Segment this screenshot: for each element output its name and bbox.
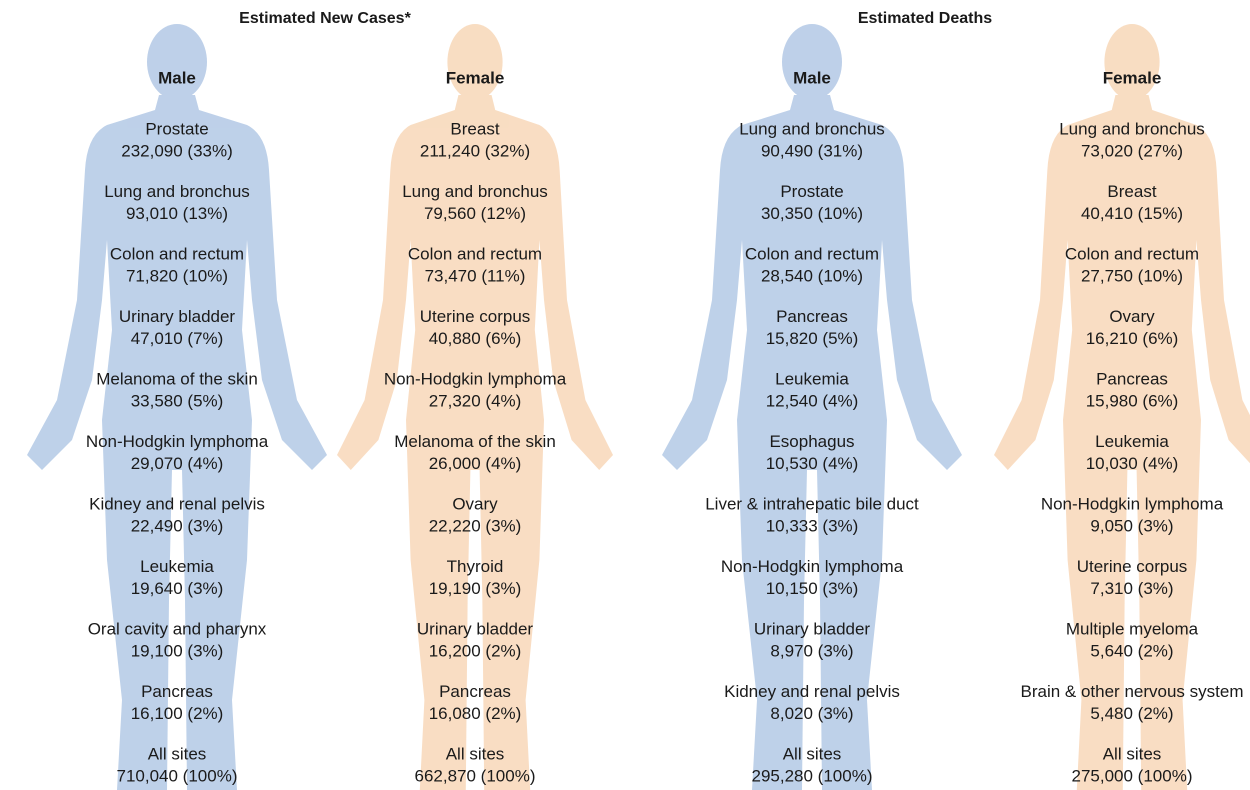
case-count: 10,030 (4%) [1086,454,1179,473]
case-count: 19,190 (3%) [429,579,522,598]
cancer-site: Breast [450,119,499,138]
case-count: 275,000 (100%) [1072,766,1193,785]
case-count: 19,100 (3%) [131,641,224,660]
cancer-site: Pancreas [776,307,848,326]
case-count: 47,010 (7%) [131,329,224,348]
cancer-site: Esophagus [769,432,854,451]
case-count: 30,350 (10%) [761,204,863,223]
cancer-site: All sites [446,744,505,763]
cancer-site: Pancreas [1096,369,1168,388]
case-count: 5,480 (2%) [1090,704,1173,723]
section-title: Estimated New Cases* [239,10,411,27]
cancer-site: Melanoma of the skin [96,369,258,388]
cancer-site: Breast [1107,182,1156,201]
cancer-site: All sites [783,744,842,763]
cancer-site: Ovary [452,494,498,513]
cancer-site: Urinary bladder [417,619,534,638]
case-count: 19,640 (3%) [131,579,224,598]
cancer-site: Colon and rectum [110,244,244,263]
case-count: 15,980 (6%) [1086,391,1179,410]
case-count: 79,560 (12%) [424,204,526,223]
cancer-site: Brain & other nervous system [1021,682,1244,701]
cancer-site: Kidney and renal pelvis [89,494,265,513]
case-count: 22,490 (3%) [131,516,224,535]
case-count: 5,640 (2%) [1090,641,1173,660]
cancer-site: Leukemia [140,557,214,576]
case-count: 90,490 (31%) [761,141,863,160]
cancer-site: Ovary [1109,307,1155,326]
case-count: 10,150 (3%) [766,579,859,598]
case-count: 73,020 (27%) [1081,141,1183,160]
case-count: 28,540 (10%) [761,266,863,285]
cancer-site: Kidney and renal pelvis [724,682,900,701]
cancer-site: Urinary bladder [754,619,871,638]
case-count: 73,470 (11%) [425,266,526,285]
cancer-site: Non-Hodgkin lymphoma [721,557,904,576]
cancer-site: Non-Hodgkin lymphoma [86,432,269,451]
case-count: 93,010 (13%) [126,204,228,223]
cancer-site: Colon and rectum [1065,244,1199,263]
cancer-site: Colon and rectum [408,244,542,263]
case-count: 16,200 (2%) [429,641,522,660]
case-count: 12,540 (4%) [766,391,859,410]
column-heading: Male [158,68,196,87]
cancer-site: Pancreas [141,682,213,701]
case-count: 10,333 (3%) [766,516,859,535]
cancer-site: Multiple myeloma [1066,619,1199,638]
case-count: 27,750 (10%) [1081,266,1183,285]
case-count: 295,280 (100%) [752,766,873,785]
case-count: 662,870 (100%) [415,766,536,785]
case-count: 27,320 (4%) [429,391,522,410]
case-count: 26,000 (4%) [429,454,522,473]
cancer-site: Colon and rectum [745,244,879,263]
case-count: 8,020 (3%) [770,704,853,723]
cancer-site: Melanoma of the skin [394,432,556,451]
case-count: 40,880 (6%) [429,329,522,348]
cancer-site: Lung and bronchus [739,119,885,138]
cancer-site: Lung and bronchus [104,182,250,201]
cancer-site: Pancreas [439,682,511,701]
cancer-site: Uterine corpus [1077,557,1188,576]
column-heading: Male [793,68,831,87]
section-title: Estimated Deaths [858,10,992,27]
case-count: 211,240 (32%) [420,141,530,160]
cancer-site: Lung and bronchus [402,182,548,201]
cancer-site: Non-Hodgkin lymphoma [1041,494,1224,513]
case-count: 15,820 (5%) [766,329,859,348]
case-count: 7,310 (3%) [1090,579,1173,598]
cancer-site: Leukemia [1095,432,1169,451]
case-count: 16,210 (6%) [1086,329,1179,348]
cancer-site: Leukemia [775,369,849,388]
cancer-site: Urinary bladder [119,307,236,326]
cancer-site: Prostate [780,182,843,201]
case-count: 40,410 (15%) [1081,204,1183,223]
cancer-site: Prostate [145,119,208,138]
case-count: 10,530 (4%) [766,454,859,473]
cancer-site: All sites [1103,744,1162,763]
column-heading: Female [446,68,505,87]
cancer-site: Uterine corpus [420,307,531,326]
case-count: 29,070 (4%) [131,454,224,473]
case-count: 232,090 (33%) [121,141,233,160]
cancer-site: Liver & intrahepatic bile duct [705,494,919,513]
case-count: 22,220 (3%) [429,516,522,535]
case-count: 8,970 (3%) [770,641,853,660]
cancer-site: Oral cavity and pharynx [88,619,267,638]
cancer-site: Non-Hodgkin lymphoma [384,369,567,388]
case-count: 71,820 (10%) [126,266,228,285]
case-count: 16,080 (2%) [429,704,522,723]
column-heading: Female [1103,68,1162,87]
case-count: 9,050 (3%) [1090,516,1173,535]
cancer-site: Lung and bronchus [1059,119,1205,138]
cancer-site: Thyroid [447,557,504,576]
case-count: 33,580 (5%) [131,391,224,410]
cancer-site: All sites [148,744,207,763]
case-count: 16,100 (2%) [131,704,224,723]
case-count: 710,040 (100%) [117,766,238,785]
